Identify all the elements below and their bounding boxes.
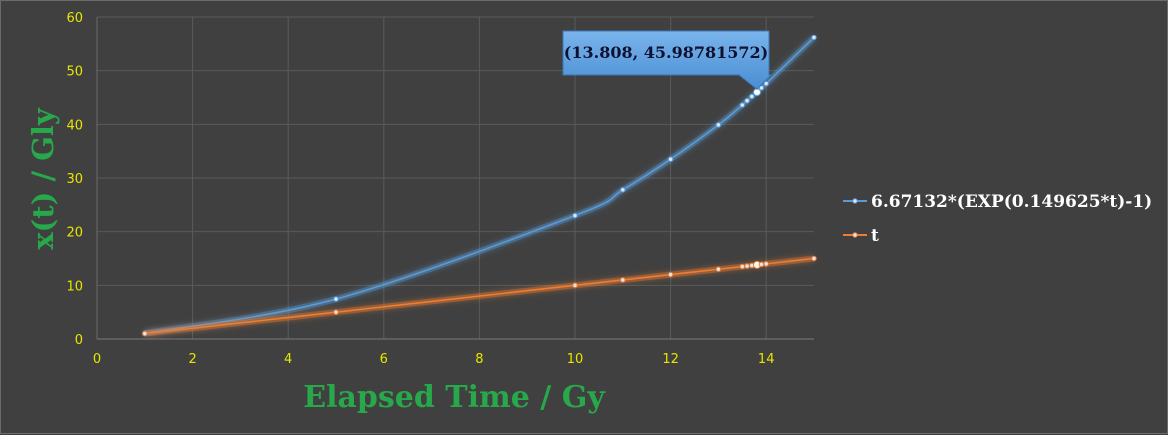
x-tick-label: 0 [93, 352, 101, 367]
y-tick-label: 30 [66, 172, 83, 187]
y-tick-label: 10 [66, 279, 83, 294]
data-point [333, 296, 339, 302]
data-point [715, 122, 722, 128]
legend-label: 6.67132*(EXP(0.149625*t)-1) [871, 192, 1152, 212]
data-point [667, 156, 674, 162]
data-point [572, 212, 578, 219]
x-axis-title: Elapsed Time / Gy [303, 380, 606, 415]
data-point [739, 263, 745, 270]
x-tick-label: 6 [380, 352, 388, 367]
legend-label: t [871, 226, 879, 246]
legend-marker [852, 232, 858, 238]
y-tick-label: 60 [66, 11, 83, 26]
y-tick-label: 20 [66, 226, 83, 241]
data-point [667, 271, 674, 278]
data-point [739, 102, 745, 108]
y-tick-label: 40 [66, 118, 83, 133]
legend: 6.67132*(EXP(0.149625*t)-1) t [843, 192, 1152, 246]
data-point [758, 261, 765, 268]
x-tick-label: 10 [567, 352, 584, 367]
y-axis-title: x(t) / Gly [26, 107, 60, 250]
data-point [749, 93, 755, 100]
x-tick-label: 14 [758, 352, 775, 367]
data-point [572, 282, 578, 289]
callout: (13.808, 45.98781572) [562, 30, 773, 90]
y-tick-label: 0 [75, 333, 83, 348]
x-tick-label: 12 [662, 352, 679, 367]
data-point [142, 330, 148, 337]
y-tick-label: 50 [66, 65, 83, 80]
data-point [811, 34, 817, 41]
data-point [333, 309, 339, 315]
data-point [620, 187, 626, 193]
data-point [715, 266, 722, 272]
data-point [763, 261, 769, 267]
x-tick-label: 4 [284, 352, 292, 367]
data-point [758, 85, 765, 91]
axes: 0 2 4 6 8 10 12 14 0 10 20 30 40 50 60 [66, 11, 814, 367]
data-point [620, 277, 626, 283]
data-point [744, 98, 750, 104]
callout-box [562, 30, 773, 90]
plot-series [142, 34, 817, 337]
x-tick-label: 2 [188, 352, 196, 367]
data-point [811, 255, 817, 262]
callout-label: (13.808, 45.98781572) [564, 43, 768, 62]
legend-marker [852, 198, 858, 204]
data-point [763, 80, 769, 87]
data-point [744, 263, 750, 269]
x-tick-label: 8 [475, 352, 483, 367]
